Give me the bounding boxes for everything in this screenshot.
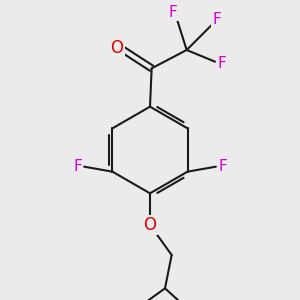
Text: O: O [143, 216, 157, 234]
Text: F: F [212, 13, 221, 28]
Text: F: F [73, 159, 82, 174]
Text: F: F [169, 5, 178, 20]
Text: O: O [110, 39, 123, 57]
Text: F: F [218, 159, 227, 174]
Text: F: F [217, 56, 226, 71]
